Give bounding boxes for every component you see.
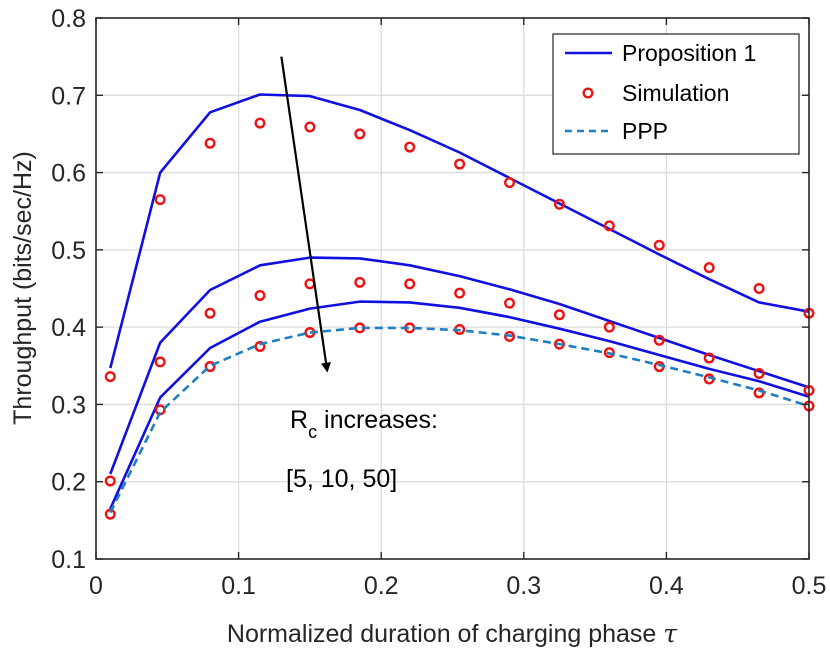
simulation-point [603, 220, 615, 232]
simulation-point [204, 361, 216, 373]
simulation-point [703, 262, 715, 274]
simulation-point [753, 283, 765, 295]
simulation-point [254, 340, 266, 352]
simulation-point [603, 321, 615, 333]
simulation-point [454, 158, 466, 170]
legend-simulation-label: Simulation [622, 80, 729, 106]
y-tick-label: 0.5 [51, 237, 86, 265]
annotation-values: [5, 10, 50] [286, 465, 397, 493]
simulation-point [154, 194, 166, 206]
simulation-point [304, 121, 316, 133]
x-tick-label: 0.1 [221, 572, 256, 600]
y-tick-label: 0.1 [51, 546, 86, 574]
simulation-point [204, 307, 216, 319]
y-axis-label: Throughput (bits/sec/Hz) [9, 151, 37, 425]
series-layer [104, 93, 815, 520]
x-tick-label: 0 [89, 572, 103, 600]
simulation-point [104, 475, 116, 487]
plot-frame [95, 17, 810, 560]
proposition-line-3 [109, 300, 810, 510]
simulation-point [104, 371, 116, 383]
legend: Proposition 1 Simulation PPP [552, 33, 800, 155]
x-tick-label: 0.2 [364, 572, 399, 600]
annotation: Rc increases: [5, 10, 50] [280, 56, 438, 493]
y-tick-label: 0.4 [51, 314, 86, 342]
simulation-point [154, 356, 166, 368]
simulation-point [404, 141, 416, 153]
simulation-point [653, 334, 665, 346]
simulation-point [504, 297, 516, 309]
simulation-point [204, 137, 216, 149]
axis-ticks: 0 0.1 0.2 0.3 0.4 0.50.10.20.30.40.50.60.70.8 [51, 5, 826, 600]
simulation-point [404, 278, 416, 290]
legend-proposition-label: Proposition 1 [622, 40, 756, 66]
legend-simulation-swatch [582, 87, 594, 99]
x-tick-label: 0.5 [792, 572, 827, 600]
y-tick-label: 0.3 [51, 391, 86, 419]
y-tick-label: 0.7 [51, 82, 86, 110]
ppp-line [109, 326, 810, 514]
y-tick-label: 0.8 [51, 5, 86, 33]
simulation-point [254, 117, 266, 129]
y-tick-label: 0.6 [51, 160, 86, 188]
x-axis-label: Normalized duration of charging phase τ [227, 619, 678, 648]
proposition-line-2 [109, 256, 810, 475]
proposition-line-1 [109, 93, 810, 369]
y-tick-label: 0.2 [51, 469, 86, 497]
simulation-point [553, 309, 565, 321]
simulation-point [603, 347, 615, 359]
simulation-point [703, 352, 715, 364]
simulation-point [504, 177, 516, 189]
simulation-point [753, 368, 765, 380]
x-tick-label: 0.3 [506, 572, 541, 600]
annotation-label: Rc increases: [290, 406, 438, 442]
x-tick-label: 0.4 [649, 572, 684, 600]
simulation-point [354, 128, 366, 140]
simulation-point [653, 239, 665, 251]
simulation-point [553, 198, 565, 210]
simulation-point [354, 276, 366, 288]
legend-ppp-label: PPP [622, 118, 668, 144]
simulation-point [254, 289, 266, 301]
increase-arrow [280, 56, 331, 373]
simulation-point [454, 287, 466, 299]
